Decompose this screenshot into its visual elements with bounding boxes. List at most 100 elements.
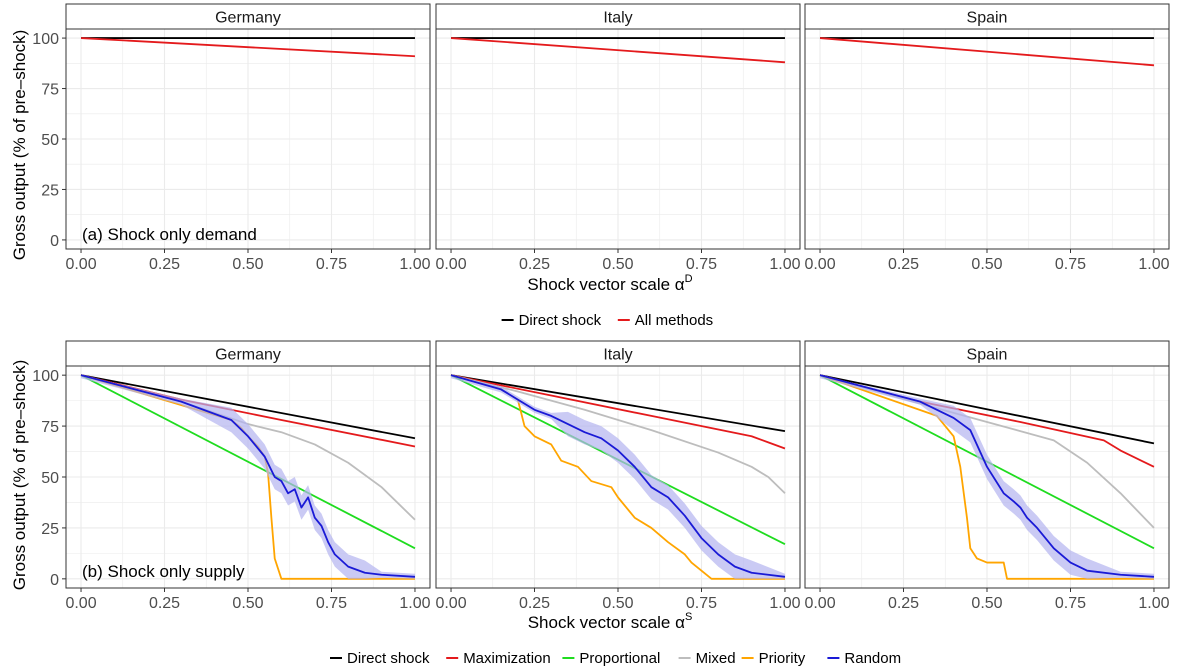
facet-strip-label: Spain [967, 10, 1008, 27]
x-tick-label: 0.75 [1055, 256, 1086, 273]
facet-strip-label: Italy [603, 10, 632, 27]
x-tick-label: 1.00 [399, 256, 430, 273]
x-tick-label: 0.75 [686, 256, 717, 273]
y-tick-label: 0 [50, 233, 59, 250]
facet-strip [65, 3, 431, 30]
legend-demand: Direct shock All methods [501, 312, 713, 329]
panel-demand-spain: Spain 0.00 0.25 0.50 0.75 1.00 [804, 3, 1170, 273]
y-tick-label: 0 [50, 572, 59, 589]
x-tick-label: 0.75 [316, 256, 347, 273]
y-tick-label: 50 [41, 132, 59, 149]
panel-demand-germany: Germany 0.00 0.25 0.50 0.75 1.00 0 25 50 75 100 [32, 3, 431, 273]
x-tick-label: 1.00 [1138, 595, 1169, 612]
panel-border [804, 28, 1170, 250]
annotation-demand: (a) Shock only demand [82, 225, 257, 244]
x-tick-label: 0.00 [804, 595, 835, 612]
y-tick-label: 50 [41, 470, 59, 487]
series-line-direct-shock [80, 374, 416, 440]
x-axis-title-demand-main: Shock vector scale α [527, 275, 684, 294]
x-axis-title-supply-main: Shock vector scale α [528, 613, 685, 632]
panel-demand-italy: Italy 0.00 0.25 0.50 0.75 1.00 [435, 3, 801, 273]
annotation-supply: (b) Shock only supply [82, 562, 245, 581]
legend-label: Priority [759, 650, 806, 667]
legend-label: All methods [635, 312, 713, 329]
panel-border [435, 365, 801, 589]
panel-supply-germany: Germany 0.00 0.25 0.50 0.75 1.00 0 25 50 75 100 [32, 340, 431, 612]
panel-supply-spain: Spain 0.00 0.25 0.50 0.75 1.00 [804, 340, 1170, 612]
facet-strip [435, 340, 801, 367]
x-tick-label: 0.50 [602, 256, 633, 273]
x-tick-label: 0.50 [232, 595, 263, 612]
series-line-random [450, 374, 786, 578]
y-tick-label: 100 [32, 31, 59, 48]
x-tick-label: 0.75 [686, 595, 717, 612]
series-line-all-methods [819, 37, 1155, 67]
series-line-random [819, 374, 1155, 578]
facet-strip-label: Spain [967, 347, 1008, 364]
series-line-proportional [80, 374, 416, 550]
x-tick-label: 0.75 [1055, 595, 1086, 612]
legend-label: Maximization [463, 650, 551, 667]
y-tick-label: 75 [41, 82, 59, 99]
x-tick-label: 0.50 [602, 595, 633, 612]
x-axis-title-supply-sup: S [685, 611, 692, 623]
y-tick-label: 25 [41, 521, 59, 538]
panel-border [65, 28, 431, 250]
panel-border [65, 365, 431, 589]
legend-label: Proportional [579, 650, 660, 667]
x-tick-label: 1.00 [1138, 256, 1169, 273]
series-line-all-methods [80, 37, 416, 58]
panel-supply-italy: Italy 0.00 0.25 0.50 0.75 1.00 [435, 340, 801, 612]
x-tick-label: 0.25 [888, 256, 919, 273]
x-tick-label: 0.25 [519, 256, 550, 273]
legend-item-random: Random [827, 650, 901, 667]
x-tick-label: 1.00 [769, 595, 800, 612]
series-band-random [820, 375, 1154, 579]
x-tick-label: 0.50 [971, 595, 1002, 612]
facet-row-demand: Germany 0.00 0.25 0.50 0.75 1.00 0 25 50 75 100 Ita… [32, 3, 1170, 273]
legend-item-priority: Priority [741, 650, 806, 667]
series-line-direct-shock [450, 374, 786, 433]
x-axis-title-demand-sup: D [685, 273, 693, 285]
x-tick-label: 0.25 [519, 595, 550, 612]
series-line-random [80, 374, 416, 578]
facet-row-supply: Germany 0.00 0.25 0.50 0.75 1.00 0 25 50 75 100 Ita… [32, 340, 1170, 612]
y-tick-label: 75 [41, 419, 59, 436]
x-tick-label: 0.00 [65, 256, 96, 273]
series-line-priority [819, 374, 1154, 580]
x-tick-label: 0.25 [149, 595, 180, 612]
x-tick-label: 0.75 [316, 595, 347, 612]
series-line-all-methods [450, 37, 786, 64]
x-tick-label: 0.00 [804, 256, 835, 273]
legend-label: Direct shock [347, 650, 430, 667]
legend-item-mixed: Mixed [678, 650, 736, 667]
legend-item-direct-shock: Direct shock [330, 650, 430, 667]
y-tick-label: 100 [32, 368, 59, 385]
x-tick-label: 0.25 [149, 256, 180, 273]
panel-border [435, 28, 801, 250]
x-tick-label: 0.50 [971, 256, 1002, 273]
legend-item-direct-shock: Direct shock [501, 312, 602, 329]
facet-strip-label: Germany [215, 10, 281, 27]
x-tick-label: 0.00 [435, 595, 466, 612]
legend-label: Direct shock [519, 312, 602, 329]
legend-label: Mixed [696, 650, 736, 667]
facet-strip [435, 3, 801, 30]
panel-border [804, 365, 1170, 589]
facet-strip-label: Italy [603, 347, 632, 364]
x-tick-label: 0.25 [888, 595, 919, 612]
x-axis-title-demand: Shock vector scale αD [527, 273, 692, 294]
y-axis-title-supply: Gross output (% of pre–shock) [10, 360, 29, 591]
x-tick-label: 0.00 [435, 256, 466, 273]
legend-supply: Direct shock Maximization Proportional Mixe… [330, 650, 901, 667]
x-tick-label: 0.50 [232, 256, 263, 273]
y-axis-title-demand: Gross output (% of pre–shock) [10, 30, 29, 261]
series-line-mixed [450, 374, 786, 494]
legend-label: Random [844, 650, 901, 667]
series-line-maximization [450, 374, 786, 450]
x-tick-label: 0.00 [65, 595, 96, 612]
series-band-random [451, 375, 785, 579]
x-axis-title-supply: Shock vector scale αS [528, 611, 693, 632]
facet-strip [65, 340, 431, 367]
